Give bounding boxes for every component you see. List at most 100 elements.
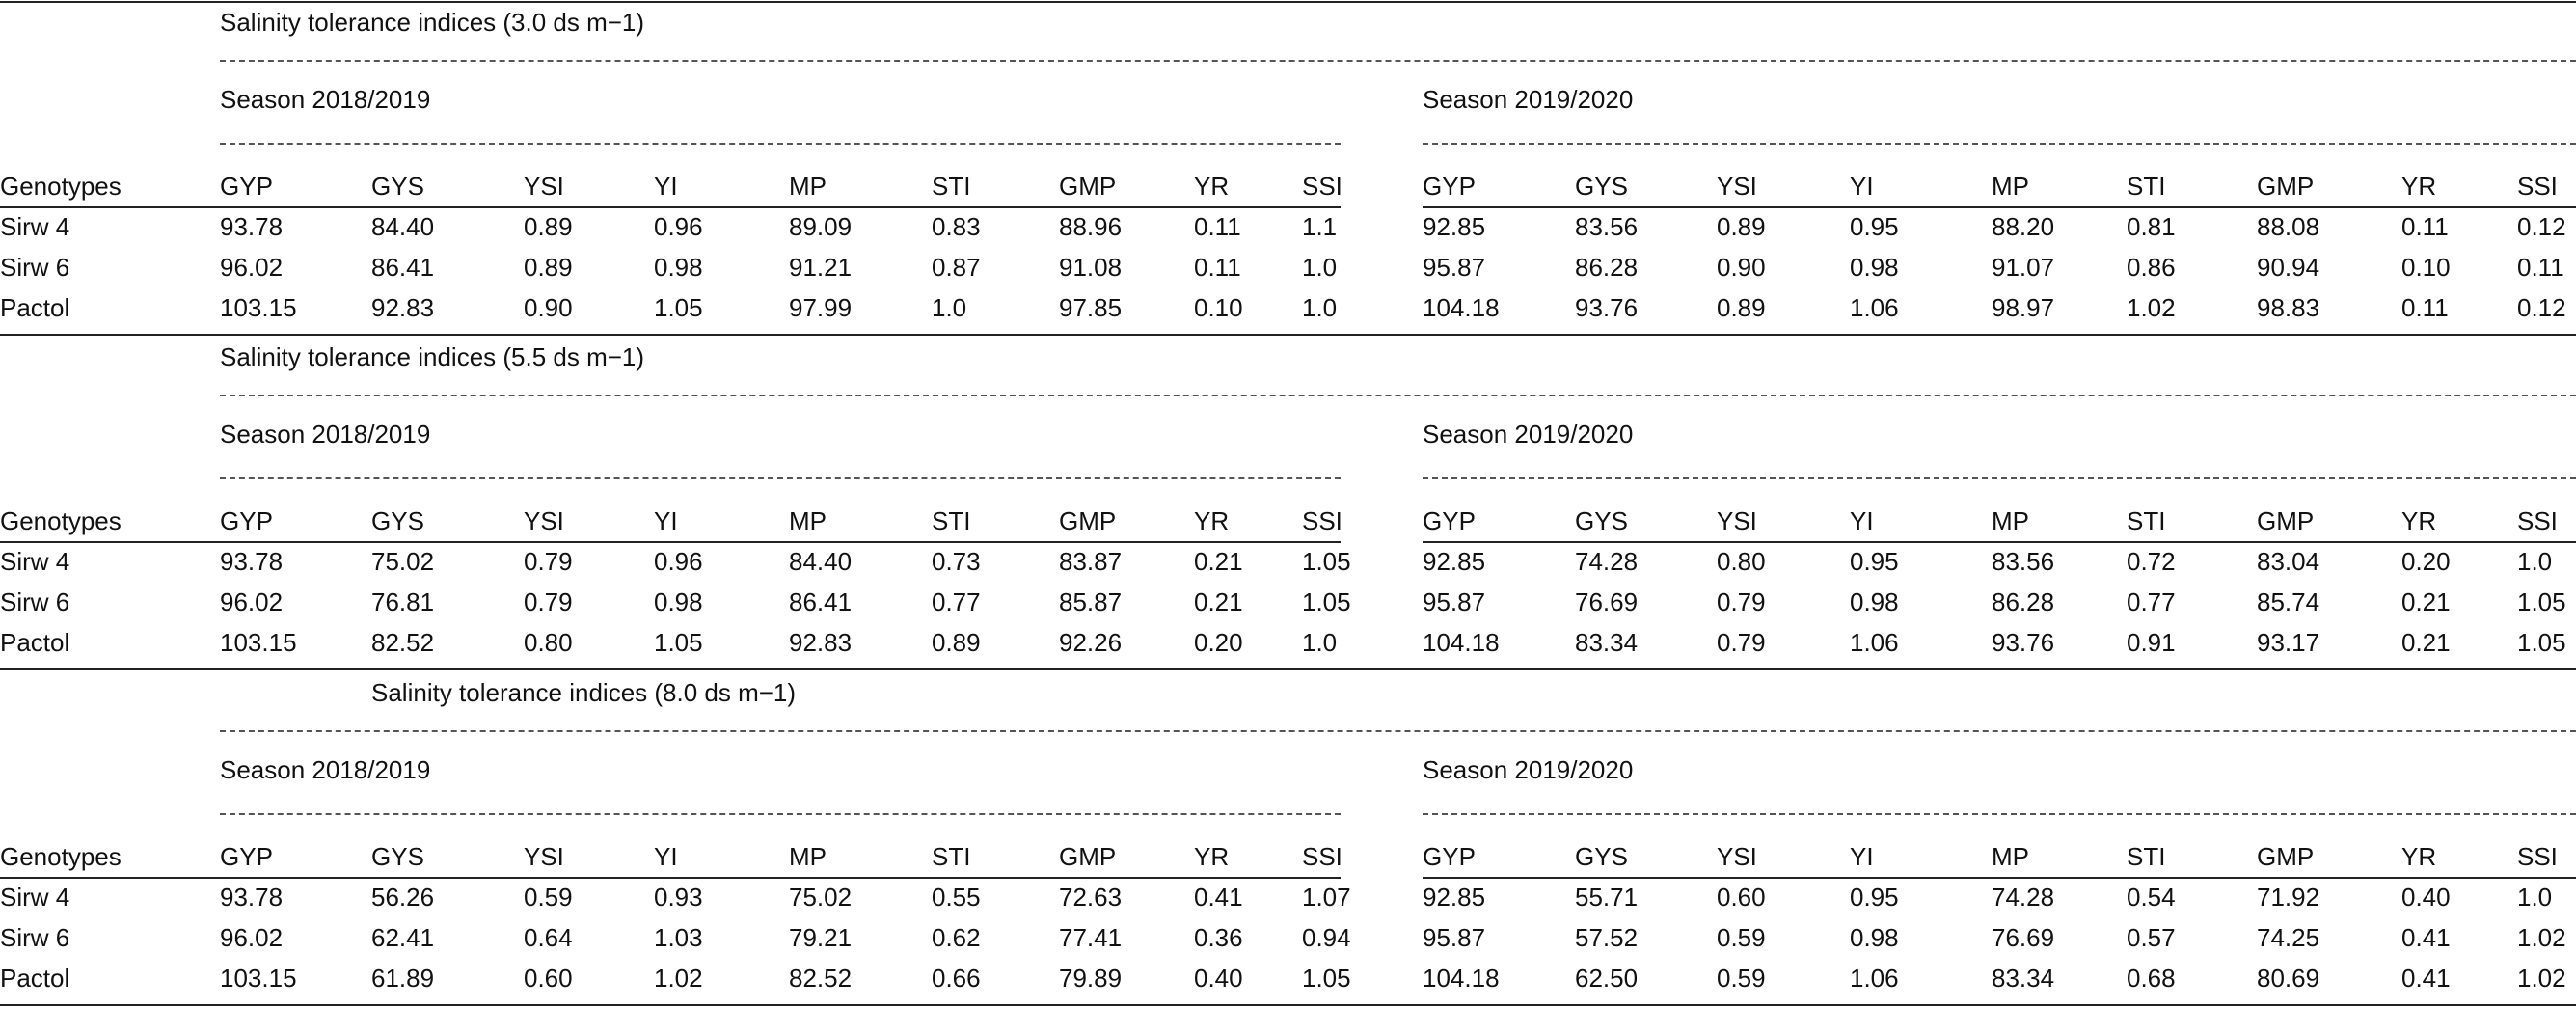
- table-cell: 0.20: [1194, 628, 1243, 657]
- table-cell: 80.69: [2257, 964, 2320, 993]
- column-header-sti: STI: [932, 506, 971, 535]
- table-cell: 86.41: [789, 587, 853, 616]
- table-cell: 0.80: [1717, 547, 1766, 576]
- table-cell: 91.21: [789, 253, 853, 282]
- season-label: Season 2019/2020: [1423, 755, 1634, 784]
- table-cell: 86.28: [1992, 587, 2055, 616]
- section-dashed-rule: [220, 60, 2576, 62]
- table-cell: 0.64: [524, 923, 573, 952]
- table-cell: 76.69: [1992, 923, 2055, 952]
- table-cell: 96.02: [220, 923, 284, 952]
- table-cell: 83.34: [1575, 628, 1639, 657]
- column-header-mp: MP: [789, 172, 827, 201]
- table-cell: 104.18: [1423, 964, 1500, 993]
- column-header-gys: GYS: [1575, 842, 1628, 871]
- table-cell: 76.81: [371, 587, 435, 616]
- row-genotype: Sirw 4: [0, 547, 70, 576]
- column-header-ysi: YSI: [524, 842, 564, 871]
- table-cell: 0.59: [524, 883, 573, 912]
- table-cell: 0.81: [2127, 212, 2176, 241]
- column-header-yi: YI: [654, 842, 678, 871]
- table-cell: 0.41: [2401, 964, 2451, 993]
- table-cell: 84.40: [371, 212, 435, 241]
- column-header-ysi: YSI: [524, 506, 564, 535]
- table-cell: 97.99: [789, 293, 853, 322]
- table-cell: 1.05: [1302, 964, 1351, 993]
- column-header-ssi: SSI: [1302, 842, 1342, 871]
- table-cell: 0.21: [1194, 587, 1243, 616]
- header-rule: [0, 541, 1341, 543]
- table-cell: 0.98: [654, 587, 703, 616]
- column-header-yi: YI: [654, 506, 678, 535]
- column-header-yr: YR: [1194, 506, 1230, 535]
- table-cell: 103.15: [220, 964, 297, 993]
- table-cell: 0.59: [1717, 964, 1766, 993]
- table-cell: 0.21: [2401, 587, 2451, 616]
- table-cell: 62.50: [1575, 964, 1639, 993]
- table-cell: 0.40: [2401, 883, 2451, 912]
- table-cell: 83.34: [1992, 964, 2055, 993]
- table-cell: 0.79: [524, 587, 573, 616]
- column-header-gyp: GYP: [220, 506, 273, 535]
- season-dashed-rule: [220, 477, 1341, 479]
- column-header-gmp: GMP: [1059, 506, 1117, 535]
- column-header-mp: MP: [789, 506, 827, 535]
- table-cell: 79.89: [1059, 964, 1123, 993]
- row-genotype: Sirw 6: [0, 253, 70, 282]
- table-cell: 88.20: [1992, 212, 2055, 241]
- column-header-ssi: SSI: [1302, 172, 1342, 201]
- table-cell: 82.52: [789, 964, 853, 993]
- table-cell: 0.11: [1194, 253, 1241, 282]
- table-cell: 0.89: [1717, 212, 1766, 241]
- column-header-yi: YI: [654, 172, 678, 201]
- table-cell: 55.71: [1575, 883, 1639, 912]
- column-header-ysi: YSI: [524, 172, 564, 201]
- column-header-genotypes: Genotypes: [0, 172, 122, 201]
- table-cell: 85.74: [2257, 587, 2320, 616]
- column-header-yr: YR: [1194, 172, 1230, 201]
- table-cell: 0.55: [932, 883, 981, 912]
- table-cell: 93.78: [220, 547, 284, 576]
- season-label: Season 2018/2019: [220, 85, 431, 114]
- table-cell: 56.26: [371, 883, 435, 912]
- row-genotype: Sirw 6: [0, 587, 70, 616]
- column-header-yr: YR: [2401, 842, 2437, 871]
- table-cell: 92.26: [1059, 628, 1123, 657]
- table-cell: 0.79: [1717, 628, 1766, 657]
- section-bottom-rule: [0, 1004, 2576, 1006]
- table-cell: 0.86: [2127, 253, 2176, 282]
- column-header-mp: MP: [1992, 506, 2029, 535]
- row-genotype: Pactol: [0, 964, 70, 993]
- table-cell: 92.83: [789, 628, 853, 657]
- table-cell: 0.95: [1850, 212, 1899, 241]
- section-dashed-rule: [220, 395, 2576, 396]
- table-cell: 93.78: [220, 212, 284, 241]
- season-dashed-rule: [220, 813, 1341, 815]
- table-cell: 72.63: [1059, 883, 1123, 912]
- table-cell: 0.98: [654, 253, 703, 282]
- table-cell: 0.12: [2517, 212, 2566, 241]
- season-label: Season 2018/2019: [220, 420, 431, 449]
- table-cell: 91.08: [1059, 253, 1123, 282]
- column-header-yr: YR: [1194, 842, 1230, 871]
- table-cell: 1.1: [1302, 212, 1338, 241]
- table-cell: 76.69: [1575, 587, 1639, 616]
- table-cell: 0.89: [1717, 293, 1766, 322]
- table-cell: 0.87: [932, 253, 981, 282]
- table-cell: 0.10: [1194, 293, 1243, 322]
- table-cell: 86.41: [371, 253, 435, 282]
- season-dashed-rule: [1423, 143, 2576, 145]
- table-cell: 1.05: [2517, 628, 2566, 657]
- table-cell: 0.95: [1850, 883, 1899, 912]
- column-header-gmp: GMP: [2257, 172, 2315, 201]
- table-cell: 83.56: [1575, 212, 1639, 241]
- column-header-gmp: GMP: [1059, 172, 1117, 201]
- table-cell: 86.28: [1575, 253, 1639, 282]
- table-cell: 92.83: [371, 293, 435, 322]
- column-header-mp: MP: [1992, 842, 2029, 871]
- table-cell: 79.21: [789, 923, 853, 952]
- table-cell: 71.92: [2257, 883, 2320, 912]
- table-cell: 95.87: [1423, 587, 1486, 616]
- table-cell: 0.94: [1302, 923, 1351, 952]
